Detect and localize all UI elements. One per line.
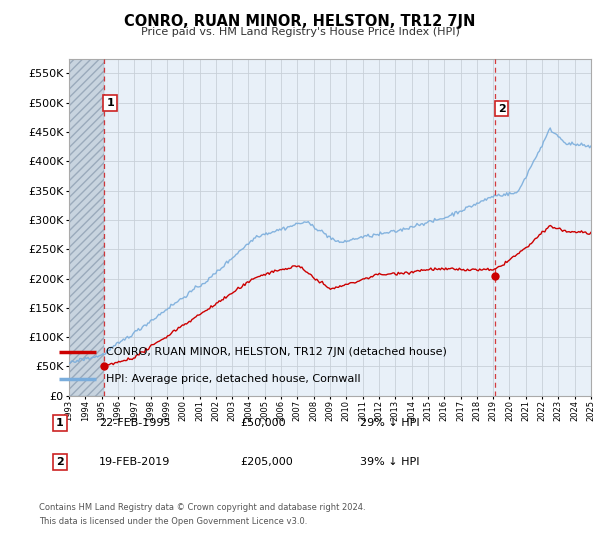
Text: CONRO, RUAN MINOR, HELSTON, TR12 7JN: CONRO, RUAN MINOR, HELSTON, TR12 7JN bbox=[124, 14, 476, 29]
Text: 19-FEB-2019: 19-FEB-2019 bbox=[99, 457, 170, 467]
Text: HPI: Average price, detached house, Cornwall: HPI: Average price, detached house, Corn… bbox=[106, 374, 361, 384]
Text: 2: 2 bbox=[56, 457, 64, 467]
Text: 39% ↓ HPI: 39% ↓ HPI bbox=[360, 457, 419, 467]
Text: 1: 1 bbox=[106, 98, 114, 108]
Text: 2: 2 bbox=[497, 104, 505, 114]
Text: £50,000: £50,000 bbox=[240, 418, 286, 428]
Text: 1: 1 bbox=[56, 418, 64, 428]
Text: £205,000: £205,000 bbox=[240, 457, 293, 467]
Text: Contains HM Land Registry data © Crown copyright and database right 2024.: Contains HM Land Registry data © Crown c… bbox=[39, 503, 365, 512]
Text: This data is licensed under the Open Government Licence v3.0.: This data is licensed under the Open Gov… bbox=[39, 517, 307, 526]
Text: 29% ↓ HPI: 29% ↓ HPI bbox=[360, 418, 419, 428]
Text: CONRO, RUAN MINOR, HELSTON, TR12 7JN (detached house): CONRO, RUAN MINOR, HELSTON, TR12 7JN (de… bbox=[106, 347, 447, 357]
Text: 22-FEB-1995: 22-FEB-1995 bbox=[99, 418, 170, 428]
Text: Price paid vs. HM Land Registry's House Price Index (HPI): Price paid vs. HM Land Registry's House … bbox=[140, 27, 460, 37]
